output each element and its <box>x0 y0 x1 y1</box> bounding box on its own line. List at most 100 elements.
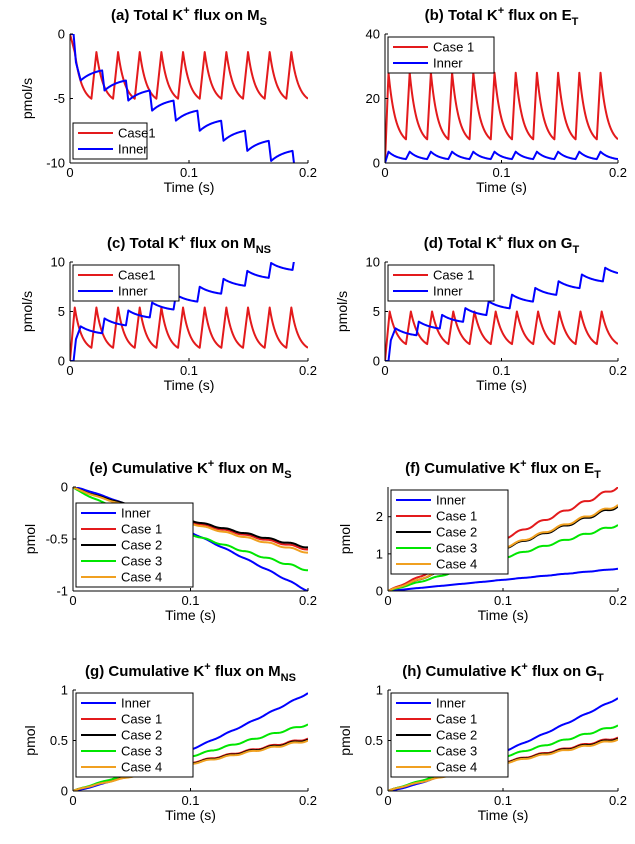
y-axis-label: pmol <box>337 725 353 755</box>
series-line-case-1 <box>385 71 618 163</box>
y-axis-label: pmol/s <box>19 291 35 332</box>
legend-label: Inner <box>121 696 151 711</box>
legend-label: Inner <box>436 493 466 508</box>
legend-label: Case 1 <box>436 712 477 727</box>
y-tick-label: 0 <box>376 784 383 799</box>
legend-box <box>387 264 495 302</box>
y-tick-label: 0 <box>373 156 380 171</box>
panel-h: 0 0.1 0.2 0 0.5 1 Time (s) pmol (h) Cumulative K… <box>337 661 627 823</box>
panel-title: (h) Cumulative K+ flux on GT <box>402 661 604 684</box>
x-axis-label: Time (s) <box>164 377 215 393</box>
panel-d: 0 0.1 0.2 0 5 10 Time (s) pmol/s (d) Total K+ fl… <box>334 233 627 393</box>
y-tick-label: 0 <box>58 354 65 369</box>
series-line-inner <box>388 567 618 591</box>
legend-label: Case 4 <box>121 570 162 585</box>
x-axis-label: Time (s) <box>478 607 529 623</box>
panel-title: (b) Total K+ flux on ET <box>425 5 579 28</box>
x-tick-label: 0.2 <box>609 165 627 180</box>
legend-box <box>72 122 148 160</box>
legend-label: Case 2 <box>121 728 162 743</box>
x-tick-label: 0 <box>66 363 73 378</box>
x-axis-label: Time (s) <box>476 179 527 195</box>
y-tick-label: -10 <box>46 156 65 171</box>
panel-title: (f) Cumulative K+ flux on ET <box>405 458 601 481</box>
x-tick-label: 0.1 <box>181 593 199 608</box>
x-tick-label: 0 <box>384 593 391 608</box>
y-tick-label: 2 <box>376 509 383 524</box>
legend-label: Case 3 <box>121 554 162 569</box>
x-tick-label: 0.2 <box>609 363 627 378</box>
y-axis-label: pmol <box>22 524 38 554</box>
y-axis-label: pmol <box>22 725 38 755</box>
panel-f: 0 0.1 0.2 0 1 2 Time (s) pmol (f) Cumulative K+ … <box>337 458 627 623</box>
legend-label: Case1 <box>118 268 156 283</box>
series-line-case-1 <box>385 310 618 361</box>
x-tick-label: 0.1 <box>492 165 510 180</box>
panel-title: (g) Cumulative K+ flux on MNS <box>85 661 296 684</box>
x-tick-label: 0 <box>69 593 76 608</box>
legend-label: Case1 <box>118 126 156 141</box>
legend-box <box>387 36 495 74</box>
x-tick-label: 0.1 <box>180 165 198 180</box>
panel-c: 0 0.1 0.2 0 5 10 Time (s) pmol/s (c) Total K+ fl… <box>19 233 317 393</box>
x-tick-label: 0.2 <box>299 363 317 378</box>
x-tick-label: 0.1 <box>492 363 510 378</box>
y-tick-label: 5 <box>373 304 380 319</box>
y-axis-label: pmol <box>337 524 353 554</box>
panel-title: (d) Total K+ flux on GT <box>424 233 580 256</box>
legend-label: Case 3 <box>436 744 477 759</box>
y-tick-label: 10 <box>366 255 380 270</box>
y-tick-label: 0 <box>58 27 65 42</box>
y-tick-label: 40 <box>366 27 380 42</box>
x-axis-label: Time (s) <box>165 807 216 823</box>
legend-label: Inner <box>436 696 466 711</box>
legend-label: Inner <box>433 56 463 71</box>
series-line-case1 <box>70 306 308 361</box>
legend-box <box>390 692 509 778</box>
x-tick-label: 0 <box>381 165 388 180</box>
x-tick-label: 0 <box>69 793 76 808</box>
x-tick-label: 0.2 <box>299 593 317 608</box>
legend-label: Case 1 <box>436 509 477 524</box>
legend-label: Case 1 <box>433 268 474 283</box>
y-tick-label: -5 <box>53 91 65 106</box>
panel-title: (c) Total K+ flux on MNS <box>107 233 271 256</box>
x-tick-label: 0 <box>66 165 73 180</box>
series-line-inner <box>70 34 308 163</box>
y-tick-label: -1 <box>56 584 68 599</box>
x-tick-label: 0.2 <box>609 593 627 608</box>
series-line-inner <box>385 150 618 163</box>
legend-box <box>72 264 180 302</box>
x-tick-label: 0.1 <box>494 593 512 608</box>
legend-label: Inner <box>118 142 148 157</box>
legend-label: Inner <box>433 284 463 299</box>
legend-label: Case 4 <box>436 760 477 775</box>
x-tick-label: 0 <box>381 363 388 378</box>
y-tick-label: 0 <box>373 354 380 369</box>
series-line-case1 <box>70 34 308 100</box>
x-tick-label: 0.1 <box>494 793 512 808</box>
y-tick-label: 1 <box>61 683 68 698</box>
x-tick-label: 0.2 <box>609 793 627 808</box>
legend-label: Case 3 <box>436 541 477 556</box>
legend-label: Case 1 <box>121 522 162 537</box>
legend-label: Case 1 <box>433 40 474 55</box>
y-tick-label: 0 <box>61 480 68 495</box>
x-tick-label: 0 <box>384 793 391 808</box>
x-axis-label: Time (s) <box>476 377 527 393</box>
legend-label: Inner <box>121 506 151 521</box>
x-tick-label: 0.2 <box>299 793 317 808</box>
panel-g: 0 0.1 0.2 0 0.5 1 Time (s) pmol (g) Cumulative K… <box>22 661 317 823</box>
x-tick-label: 0.1 <box>181 793 199 808</box>
y-tick-label: 1 <box>376 683 383 698</box>
legend-label: Case 1 <box>121 712 162 727</box>
y-axis-label: pmol/s <box>334 291 350 332</box>
